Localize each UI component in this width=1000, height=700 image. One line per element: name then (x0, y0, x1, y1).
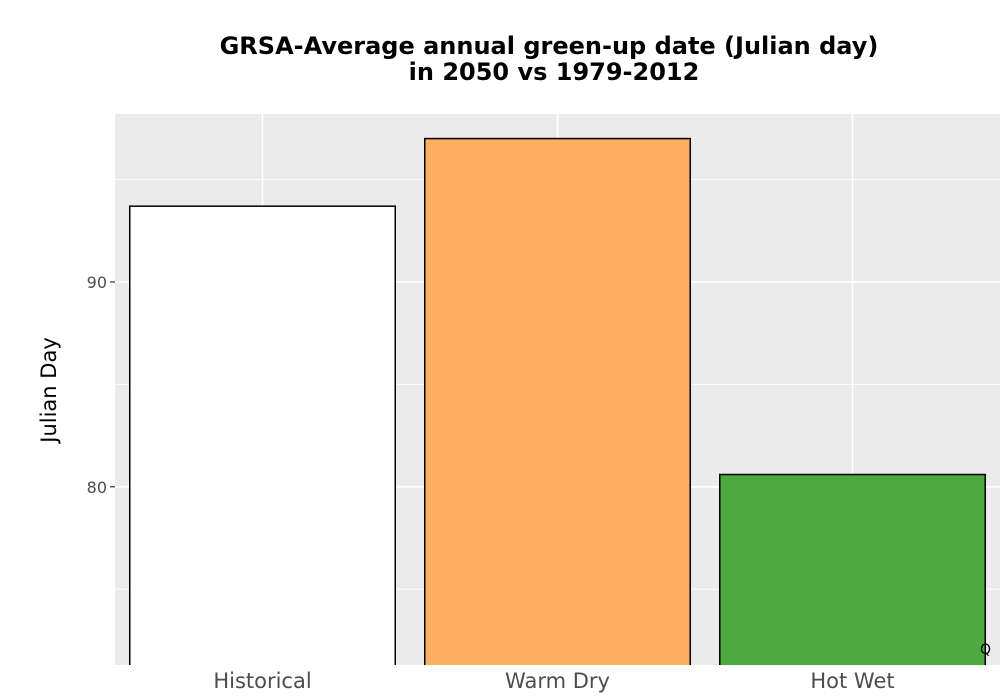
bar-hot-wet (719, 473, 986, 670)
y-tick-label-0: 80 (87, 478, 107, 497)
x-axis: Historical Warm Dry Hot Wet (213, 669, 894, 693)
chart-title-line-1: GRSA-Average annual green-up date (Julia… (220, 32, 879, 60)
bar-warm-dry (424, 137, 691, 670)
corner-label: Q (980, 642, 991, 658)
bars (0, 137, 1000, 700)
bar-historical (129, 205, 396, 670)
x-tick-label-1: Warm Dry (505, 669, 610, 693)
panel-bottom-mask (0, 665, 1000, 700)
y-tick-label-1: 90 (87, 273, 107, 292)
x-tick-label-0: Historical (213, 669, 311, 693)
y-axis: 80 90 (87, 273, 115, 497)
x-tick-label-2: Hot Wet (810, 669, 894, 693)
y-axis-label: Julian Day (37, 337, 61, 445)
chart-title-line-2: in 2050 vs 1979-2012 (409, 58, 700, 86)
